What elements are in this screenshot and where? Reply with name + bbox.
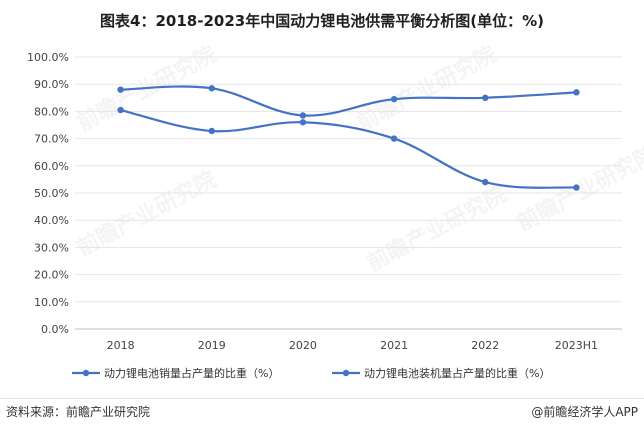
series-2-point xyxy=(390,95,398,103)
y-tick-label: 90.0% xyxy=(34,78,69,91)
series-1-point xyxy=(117,106,124,114)
y-axis: 0.0% 10.0% 20.0% 30.0% 40.0% 50.0% 60.0% 70.0% 8… xyxy=(27,51,69,336)
series-1-point xyxy=(390,135,398,142)
series-2-point xyxy=(117,86,124,93)
legend: 动力锂电池销量占产量的比重（%） 动力锂电池装机量占产量的比重（%） xyxy=(72,366,550,380)
series-2-point xyxy=(573,89,580,96)
legend-label-2: 动力锂电池装机量占产量的比重（%） xyxy=(364,366,550,380)
y-tick-label: 40.0% xyxy=(34,214,69,227)
x-tick-label: 2018 xyxy=(107,339,135,352)
series-layer xyxy=(117,85,580,191)
brand-credit: @前瞻经济学人APP xyxy=(531,405,638,419)
x-tick-label: 2019 xyxy=(198,339,226,352)
y-tick-label: 10.0% xyxy=(34,296,69,309)
series-2-point xyxy=(208,85,215,92)
x-axis: 2018 2019 2020 2021 2022 2023H1 xyxy=(75,328,622,352)
legend-marker-2 xyxy=(342,369,350,377)
series-1-point xyxy=(299,119,307,126)
y-tick-label: 100.0% xyxy=(27,51,69,64)
watermark-text: 前瞻产业研究院 xyxy=(353,41,501,136)
watermark-text: 前瞻产业研究院 xyxy=(363,181,511,276)
y-tick-label: 60.0% xyxy=(34,160,69,173)
series-1-point xyxy=(573,184,580,191)
y-tick-label: 80.0% xyxy=(34,105,69,118)
series-1-point xyxy=(208,127,215,135)
legend-label-1: 动力锂电池销量占产量的比重（%） xyxy=(104,366,279,380)
source-note: 资料来源：前瞻产业研究院 xyxy=(6,405,151,419)
series-line-1 xyxy=(120,108,577,189)
y-tick-label: 50.0% xyxy=(34,187,69,200)
x-tick-label: 2023H1 xyxy=(555,339,598,352)
x-tick-label: 2020 xyxy=(289,339,317,352)
y-tick-label: 0.0% xyxy=(41,323,69,336)
series-1-point xyxy=(482,178,489,186)
gridlines xyxy=(75,56,622,303)
series-2-point xyxy=(299,112,307,119)
x-tick-label: 2022 xyxy=(471,339,499,352)
y-tick-label: 30.0% xyxy=(34,241,69,254)
legend-marker-1 xyxy=(82,369,90,377)
series-2-point xyxy=(482,94,489,102)
chart-title: 图表4：2018-2023年中国动力锂电池供需平衡分析图(单位：%) xyxy=(100,12,544,30)
footer: 资料来源：前瞻产业研究院 @前瞻经济学人APP xyxy=(0,398,644,429)
x-tick-label: 2021 xyxy=(380,339,408,352)
y-tick-label: 20.0% xyxy=(34,269,69,282)
y-tick-label: 70.0% xyxy=(34,133,69,146)
series-line-2 xyxy=(120,85,577,117)
